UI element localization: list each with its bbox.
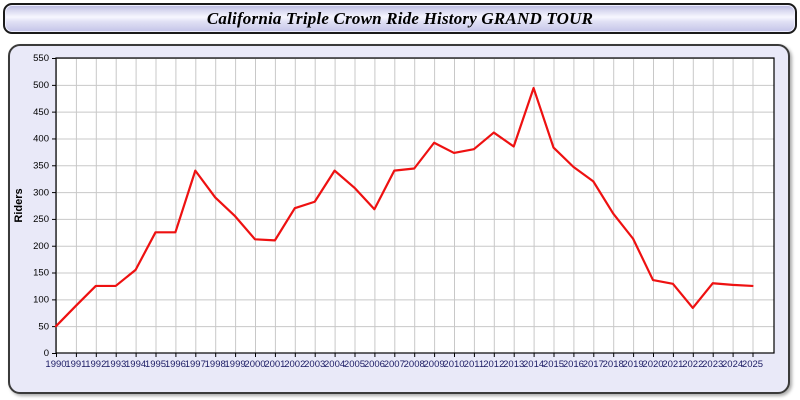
y-axis-title: Riders xyxy=(13,188,25,222)
chart-title: California Triple Crown Ride History GRA… xyxy=(206,8,594,28)
y-axis-labels: 0 50 100 150 200 250 300 350 400 450 500 550 xyxy=(33,53,56,359)
svg-text:2014: 2014 xyxy=(523,359,544,370)
svg-text:150: 150 xyxy=(33,268,49,279)
svg-text:400: 400 xyxy=(33,134,49,145)
svg-text:2022: 2022 xyxy=(682,359,703,370)
svg-text:2013: 2013 xyxy=(503,359,524,370)
svg-text:1998: 1998 xyxy=(205,359,226,370)
svg-text:250: 250 xyxy=(33,214,49,225)
svg-text:2017: 2017 xyxy=(583,359,604,370)
line-chart: 0501001502002503003504004505005501990199… xyxy=(13,53,775,370)
svg-text:2002: 2002 xyxy=(284,359,305,370)
svg-text:2005: 2005 xyxy=(344,359,365,370)
svg-text:100: 100 xyxy=(33,295,49,306)
svg-text:1995: 1995 xyxy=(145,359,166,370)
svg-text:2015: 2015 xyxy=(543,359,564,370)
svg-text:1997: 1997 xyxy=(185,359,206,370)
svg-text:550: 550 xyxy=(33,53,49,64)
svg-text:2007: 2007 xyxy=(384,359,405,370)
svg-text:350: 350 xyxy=(33,160,49,171)
title-banner: California Triple Crown Ride History GRA… xyxy=(3,3,797,34)
svg-text:2009: 2009 xyxy=(424,359,445,370)
svg-text:2025: 2025 xyxy=(742,359,763,370)
svg-text:1991: 1991 xyxy=(65,359,86,370)
x-axis-labels: 1990199119921993199419951996199719981999… xyxy=(45,353,763,370)
svg-text:2016: 2016 xyxy=(563,359,584,370)
svg-text:2023: 2023 xyxy=(702,359,723,370)
svg-text:2006: 2006 xyxy=(364,359,385,370)
svg-text:50: 50 xyxy=(38,321,49,332)
svg-text:500: 500 xyxy=(33,80,49,91)
svg-text:1996: 1996 xyxy=(165,359,186,370)
svg-text:200: 200 xyxy=(33,241,49,252)
svg-text:2000: 2000 xyxy=(244,359,265,370)
svg-text:2001: 2001 xyxy=(264,359,285,370)
svg-text:2018: 2018 xyxy=(603,359,624,370)
svg-text:1993: 1993 xyxy=(105,359,126,370)
svg-text:2010: 2010 xyxy=(443,359,464,370)
svg-text:2021: 2021 xyxy=(662,359,683,370)
svg-text:2003: 2003 xyxy=(304,359,325,370)
svg-text:2008: 2008 xyxy=(404,359,425,370)
svg-text:1992: 1992 xyxy=(85,359,106,370)
grid xyxy=(56,58,774,353)
svg-text:2004: 2004 xyxy=(324,359,345,370)
svg-text:300: 300 xyxy=(33,187,49,198)
svg-text:2012: 2012 xyxy=(483,359,504,370)
riders-series-line xyxy=(54,86,754,328)
svg-text:2024: 2024 xyxy=(722,359,743,370)
svg-text:2011: 2011 xyxy=(464,359,484,370)
svg-text:2019: 2019 xyxy=(623,359,644,370)
svg-text:1994: 1994 xyxy=(125,359,146,370)
svg-text:1990: 1990 xyxy=(45,359,66,370)
svg-text:2020: 2020 xyxy=(642,359,663,370)
svg-text:1999: 1999 xyxy=(225,359,246,370)
svg-text:450: 450 xyxy=(33,107,49,118)
svg-text:0: 0 xyxy=(44,348,49,359)
chart-panel: 0 50 100 150 200 250 300 350 400 450 500 550 1990 199… xyxy=(8,44,790,394)
